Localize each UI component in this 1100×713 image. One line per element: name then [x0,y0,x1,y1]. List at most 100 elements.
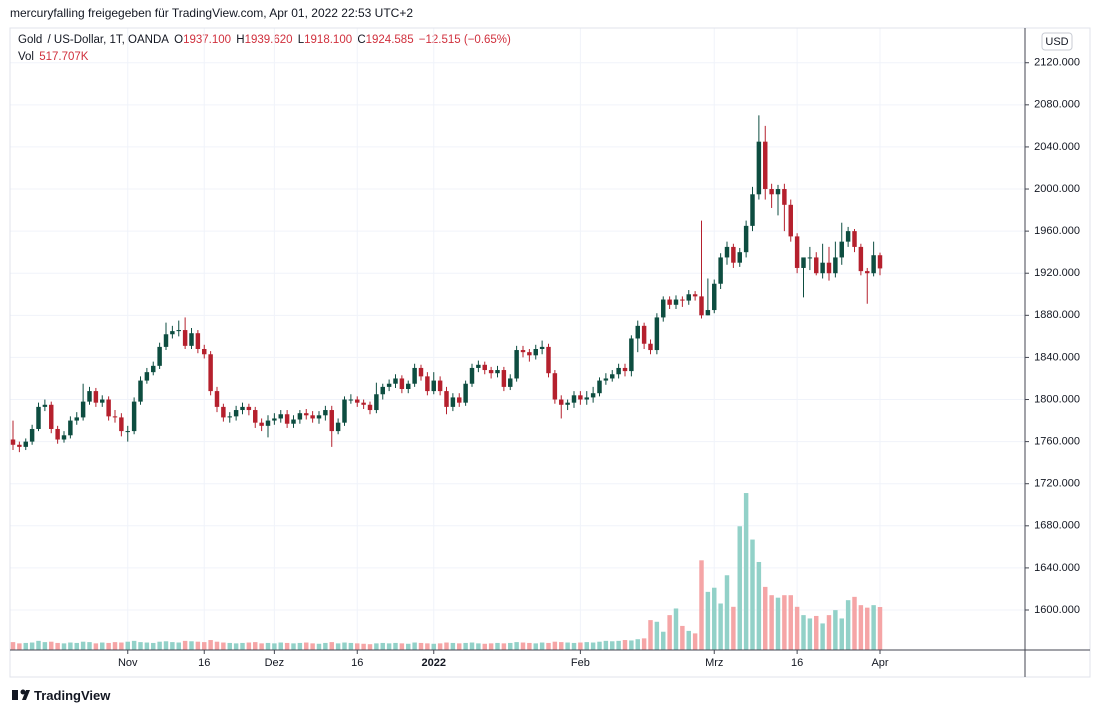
candle-body [265,420,271,426]
candle-body [718,257,723,284]
volume-bar [151,642,156,650]
candle-body [794,236,800,268]
volume-bar [552,641,558,650]
candle-body [412,367,417,384]
volume-bar [743,493,749,650]
candle-body [635,325,640,339]
x-tick-label: Dez [265,657,285,669]
volume-bar [731,606,736,650]
volume-bar [508,642,513,650]
candle-body [253,410,258,423]
volume-bar [367,644,373,650]
volume-bar [782,595,787,650]
candle-body [737,252,742,263]
volume-bar [23,642,28,650]
volume-bar [833,610,838,650]
volume-bar [36,640,41,650]
candle-body [291,419,296,424]
candle-body [699,296,704,316]
candle-body [514,350,519,379]
candle-body [775,189,781,195]
volume-bar [157,641,162,650]
volume-bar [578,642,583,650]
volume-bar [106,642,111,650]
candle-body [877,255,883,269]
candle-body [144,372,150,381]
candle-body [151,365,156,373]
candle-body [488,370,494,374]
candle-body [820,262,825,274]
candle-body [865,271,870,274]
candle-body [610,374,615,379]
volume-bar [546,642,551,650]
volume-bar [342,642,347,650]
volume-bar [763,586,768,650]
volume-bar [335,643,341,650]
volume-bar [87,642,92,650]
candle-body [616,367,621,375]
candle-body [335,422,341,432]
candle-body [131,401,137,432]
volume-bar [246,642,252,650]
y-tick-label: 1920.000 [1034,267,1080,279]
candle-body [17,444,22,447]
volume-bar [310,643,315,650]
y-tick-label: 1600.000 [1034,604,1080,616]
x-tick-label: Feb [571,657,590,669]
x-tick-label: Apr [871,657,888,669]
candle-body [418,367,424,377]
frame [9,27,1091,678]
candle-body [437,380,443,392]
y-tick-label: 1680.000 [1034,520,1080,532]
volume-bar [871,605,876,650]
x-tick-label: 16 [791,657,803,669]
candle-body [425,376,430,392]
volume-bar [278,642,283,650]
y-tick-label: 2000.000 [1034,183,1080,195]
volume-bar [170,642,175,650]
candle-body [661,299,666,318]
volume-bar [450,642,456,650]
y-tick-label: 1960.000 [1034,225,1080,237]
volume-bar [68,642,73,650]
volume-bar [418,642,424,650]
volume-bar [463,642,468,650]
volume-bar [182,640,188,650]
candle-body [469,367,475,384]
y-tick-label: 2040.000 [1034,141,1080,153]
volume-bar [814,615,819,650]
volume-bar [399,643,405,650]
low-value: 1918.100 [304,34,353,46]
x-tick-label: Mrz [705,657,723,669]
volume-bar [361,643,366,650]
volume-bar [616,640,621,650]
candle-body [272,418,277,421]
currency: USD [1045,36,1068,48]
volume-bar [355,643,360,650]
volume-bar [667,615,672,650]
volume-bar [29,642,35,650]
volume-bar [49,641,54,650]
candle-body [814,257,819,274]
currency-box[interactable] [1041,32,1073,51]
volume-bar [74,642,79,650]
candle-body [208,354,213,392]
high-label: H [236,34,245,46]
candle-body [807,257,813,259]
volume-bar [826,615,832,650]
candle-body [316,415,322,419]
candle-body [763,141,768,190]
volume-bar [495,642,500,650]
candle-body [36,406,41,429]
candle-body [826,262,832,274]
volume-bar [482,643,487,650]
candle-body [839,241,844,258]
candle-body [227,416,232,418]
candle-body [463,383,468,403]
candle-body [552,373,558,400]
candle-body [170,331,175,335]
volume-bar [724,575,730,650]
candle-body [750,194,755,226]
volume-bar [603,640,609,650]
volume-bar [845,600,851,650]
